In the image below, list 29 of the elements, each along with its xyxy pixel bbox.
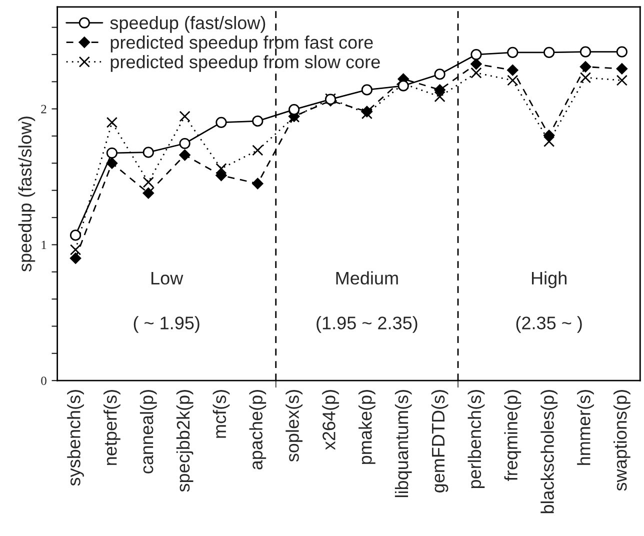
y-tick-label: 2 bbox=[41, 104, 46, 114]
x-tick-label: specjbb2k(p) bbox=[176, 390, 194, 492]
y-axis-title: speedup (fast/slow) bbox=[18, 116, 36, 272]
y-tick-label: 0 bbox=[41, 376, 46, 386]
annotation: Medium bbox=[336, 271, 398, 285]
x-tick-label: pmake(p) bbox=[358, 390, 376, 464]
x-tick-label: gemFDTD(s) bbox=[431, 390, 448, 492]
x-tick-label: perlbench(s) bbox=[468, 390, 485, 488]
x-tick-label: netperf(s) bbox=[104, 390, 120, 465]
x-tick-label: mcf(s) bbox=[212, 390, 230, 438]
x-tick-label: x264(p) bbox=[322, 390, 339, 450]
x-tick-label: libquantum(s) bbox=[394, 390, 412, 498]
annotation: Low bbox=[152, 272, 184, 285]
x-tick-label: canneal(p) bbox=[140, 390, 157, 474]
legend-label: predicted speedup from fast core bbox=[110, 36, 373, 52]
annotation: (2.35 ~ ) bbox=[516, 316, 582, 333]
y-tick-label: 1 bbox=[42, 240, 46, 250]
annotation: High bbox=[532, 271, 566, 288]
x-tick-label: hmmer(s) bbox=[577, 390, 594, 465]
x-tick-label: freqmine(p) bbox=[504, 390, 522, 481]
legend-label: predicted speedup from slow core bbox=[110, 55, 380, 72]
legend-label: speedup (fast/slow) bbox=[110, 16, 266, 33]
annotation: ( ~ 1.95) bbox=[134, 316, 200, 333]
annotation: (1.95 ~ 2.35) bbox=[316, 316, 418, 333]
x-tick-label: apache(p) bbox=[249, 390, 266, 470]
x-tick-label: soplex(s) bbox=[286, 390, 302, 462]
x-tick-label: blackscholes(p) bbox=[540, 390, 558, 514]
x-tick-label: swaptions(p) bbox=[614, 390, 630, 491]
x-tick-label: sysbench(s) bbox=[67, 390, 84, 486]
